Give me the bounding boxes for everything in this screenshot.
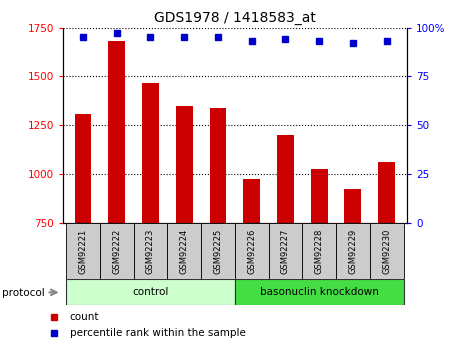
Bar [336, 223, 370, 279]
Bar [100, 223, 133, 279]
Bar [66, 223, 100, 279]
Bar [66, 279, 235, 305]
Bar [302, 223, 336, 279]
Text: GSM92223: GSM92223 [146, 228, 155, 274]
Bar [108, 41, 125, 345]
Bar [269, 223, 302, 279]
Bar [201, 223, 235, 279]
Bar [311, 169, 328, 345]
Text: GSM92230: GSM92230 [382, 228, 391, 274]
Bar [378, 162, 395, 345]
Bar [235, 223, 269, 279]
Bar [345, 189, 361, 345]
Text: GSM92229: GSM92229 [348, 228, 358, 274]
Bar [243, 179, 260, 345]
Text: GSM92226: GSM92226 [247, 228, 256, 274]
Text: GSM92224: GSM92224 [179, 228, 189, 274]
Text: GSM92222: GSM92222 [112, 228, 121, 274]
Text: GSM92228: GSM92228 [315, 228, 324, 274]
Bar [277, 135, 294, 345]
Bar [176, 106, 193, 345]
Text: GSM92227: GSM92227 [281, 228, 290, 274]
Text: control: control [133, 287, 169, 297]
Text: GSM92225: GSM92225 [213, 228, 222, 274]
Text: percentile rank within the sample: percentile rank within the sample [70, 328, 246, 338]
Bar [133, 223, 167, 279]
Bar [167, 223, 201, 279]
Bar [142, 83, 159, 345]
Bar [235, 279, 404, 305]
Bar [370, 223, 404, 279]
Bar [210, 108, 226, 345]
Text: basonuclin knockdown: basonuclin knockdown [260, 287, 379, 297]
Title: GDS1978 / 1418583_at: GDS1978 / 1418583_at [154, 11, 316, 25]
Bar [74, 114, 92, 345]
Text: protocol: protocol [2, 288, 45, 297]
Text: count: count [70, 312, 99, 322]
Text: GSM92221: GSM92221 [79, 228, 87, 274]
